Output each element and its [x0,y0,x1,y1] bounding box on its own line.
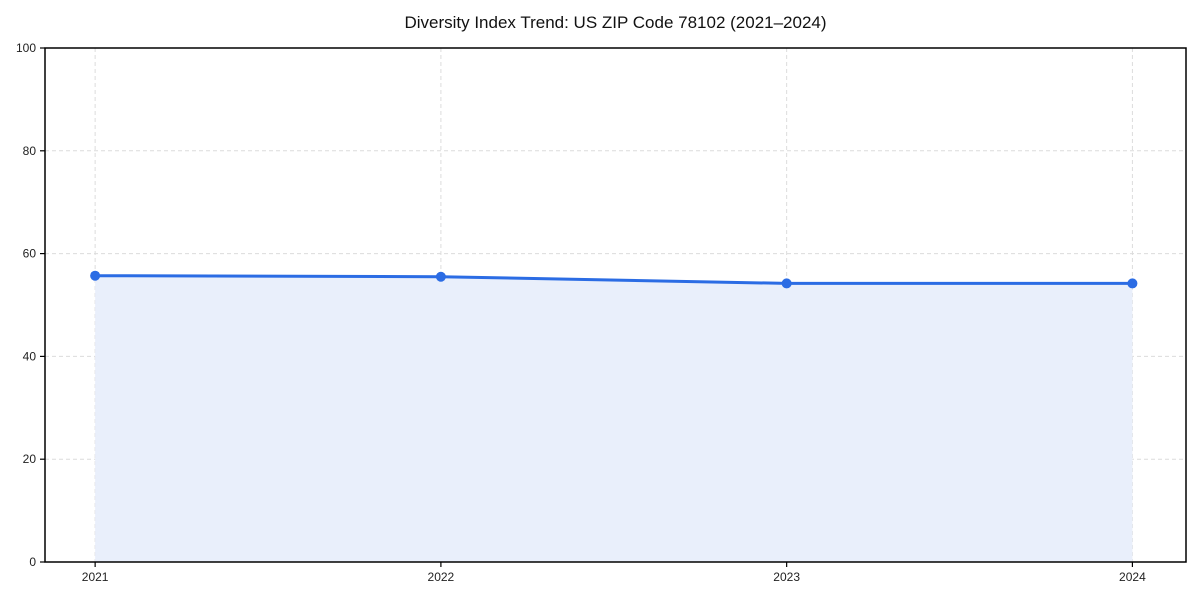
y-tick-label: 60 [23,247,37,261]
y-tick-label: 20 [23,452,37,466]
x-tick-label: 2024 [1119,570,1146,584]
x-tick-label: 2023 [773,570,800,584]
y-tick-label: 40 [23,349,37,363]
y-tick-label: 100 [16,41,36,55]
data-point-marker [435,271,446,282]
data-point-marker [1127,278,1138,289]
chart-title: Diversity Index Trend: US ZIP Code 78102… [404,13,827,32]
x-tick-label: 2022 [428,570,455,584]
area-fill [95,275,1133,562]
x-tick-label: 2021 [82,570,109,584]
y-tick-label: 80 [23,144,37,158]
trend-line [93,274,1134,285]
data-point-marker [781,278,792,289]
axes-box [44,47,1187,563]
y-tick-label: 0 [29,555,36,569]
data-point-marker [90,270,101,281]
